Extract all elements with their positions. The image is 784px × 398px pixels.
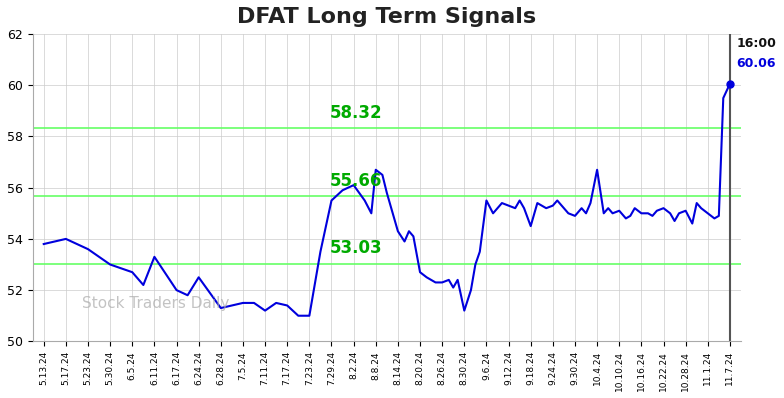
Text: Stock Traders Daily: Stock Traders Daily [82,296,230,310]
Text: 16:00: 16:00 [736,37,776,50]
Text: 60.06: 60.06 [736,57,776,70]
Text: 55.66: 55.66 [330,172,383,190]
Text: 58.32: 58.32 [330,104,383,122]
Title: DFAT Long Term Signals: DFAT Long Term Signals [238,7,536,27]
Text: 53.03: 53.03 [330,239,383,258]
